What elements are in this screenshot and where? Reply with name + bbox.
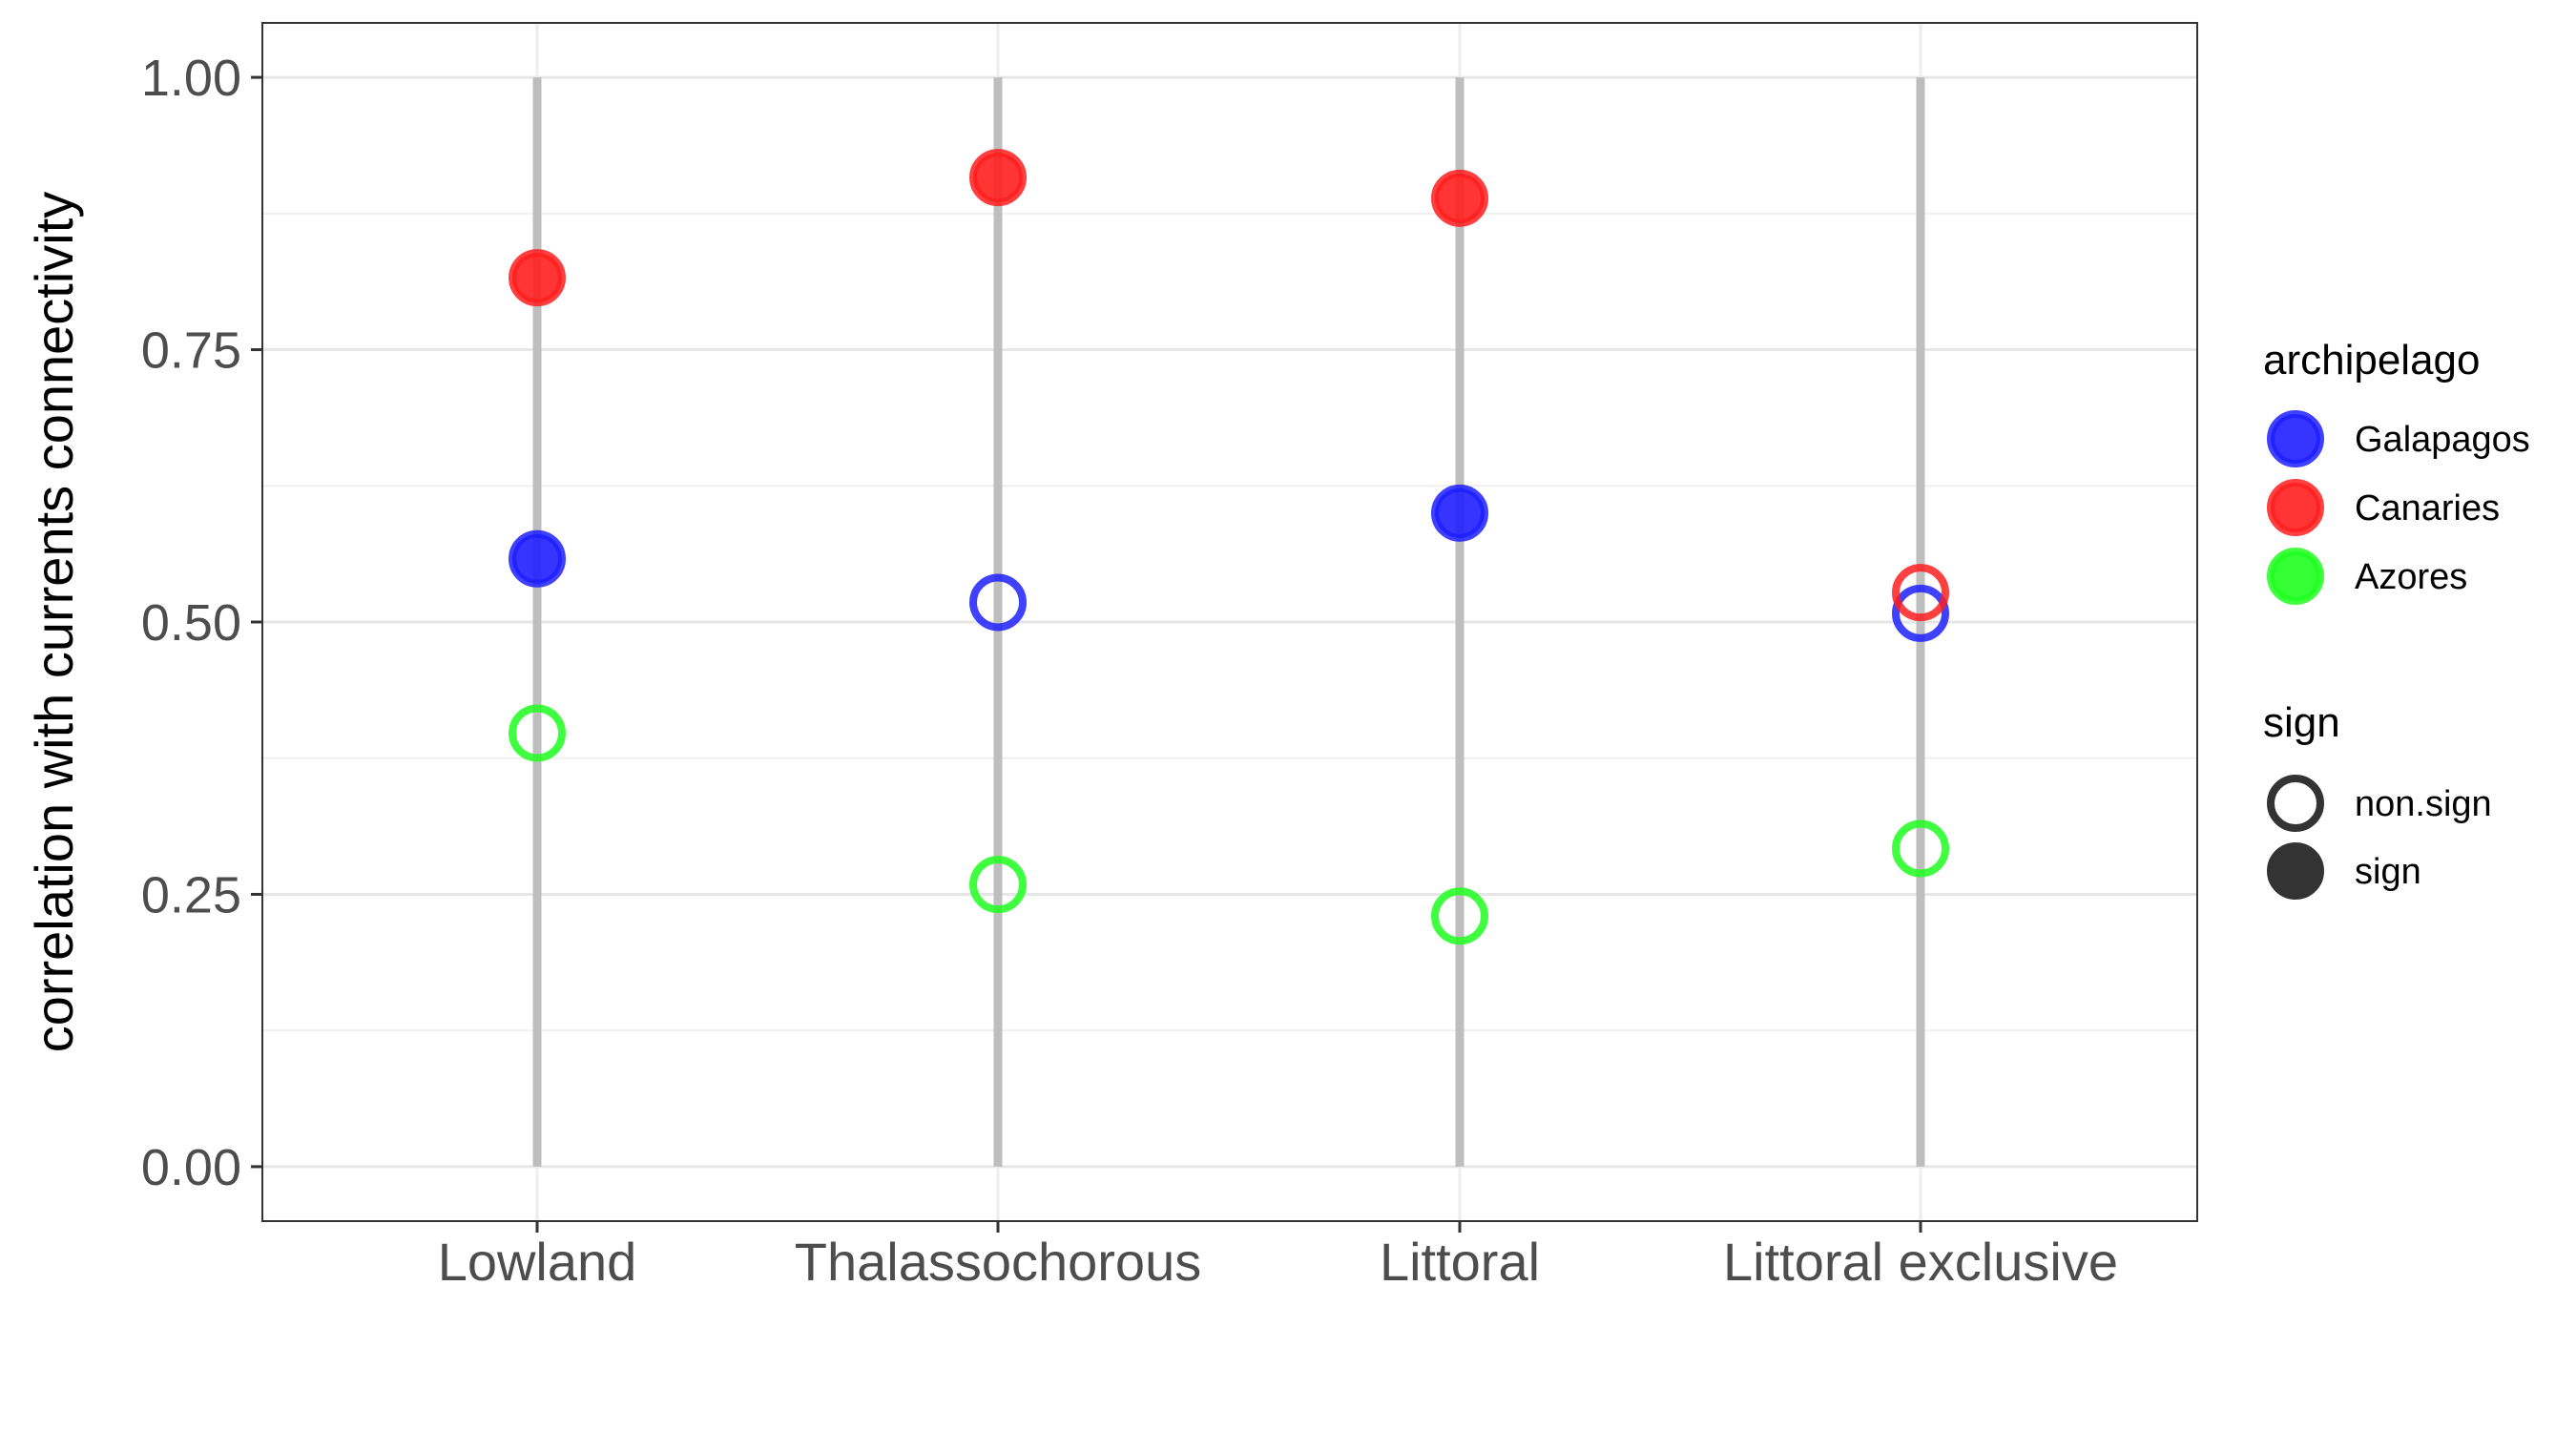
point-canaries-littoral-exclusive xyxy=(1892,564,1949,622)
y-tick-label: 0.00 xyxy=(141,1139,241,1196)
legend-key-canaries xyxy=(2267,479,2324,536)
x-tick-label: Littoral xyxy=(1380,1232,1540,1292)
y-tick-label: 0.75 xyxy=(141,322,241,380)
y-tick-label: 1.00 xyxy=(141,50,241,107)
legend-key-azores xyxy=(2267,548,2324,605)
point-galapagos-littoral xyxy=(1431,484,1488,542)
legend: archipelagoGalapagosCanariesAzoressignno… xyxy=(2263,337,2530,900)
x-tick-label: Littoral exclusive xyxy=(1723,1232,2118,1292)
legend-key-non-sign xyxy=(2267,775,2324,832)
point-galapagos-thalassochorous xyxy=(969,573,1027,632)
points xyxy=(509,149,1949,945)
point-azores-littoral-exclusive xyxy=(1892,819,1949,878)
point-azores-lowland xyxy=(509,704,566,762)
x-tick-label: Thalassochorous xyxy=(795,1232,1201,1292)
legend-key-sign xyxy=(2267,842,2324,900)
x-axis: Lowland Thalassochorous Littoral Littoral e… xyxy=(438,1221,2118,1292)
y-axis-title: correlation with currents connectivity xyxy=(24,192,84,1053)
legend-title-archipelago: archipelago xyxy=(2263,337,2481,384)
legend-label-galapagos: Galapagos xyxy=(2355,420,2530,460)
point-azores-littoral xyxy=(1431,887,1488,945)
legend-label-non-sign: non.sign xyxy=(2355,784,2492,824)
y-tick-label: 0.25 xyxy=(141,866,241,923)
x-tick-label: Lowland xyxy=(438,1232,637,1292)
legend-title-sign: sign xyxy=(2263,699,2340,746)
y-tick-label: 0.50 xyxy=(141,594,241,652)
legend-label-canaries: Canaries xyxy=(2355,488,2500,529)
legend-label-azores: Azores xyxy=(2355,557,2467,597)
point-galapagos-lowland xyxy=(509,529,566,588)
point-azores-thalassochorous xyxy=(969,856,1027,914)
point-canaries-lowland xyxy=(509,249,566,307)
point-canaries-thalassochorous xyxy=(969,149,1027,207)
legend-label-sign: sign xyxy=(2355,852,2421,892)
point-galapagos-littoral-exclusive xyxy=(1892,584,1949,642)
y-axis: 0.00 0.25 0.50 0.75 1.00 xyxy=(141,50,262,1196)
point-canaries-littoral xyxy=(1431,169,1488,227)
legend-key-galapagos xyxy=(2267,410,2324,467)
